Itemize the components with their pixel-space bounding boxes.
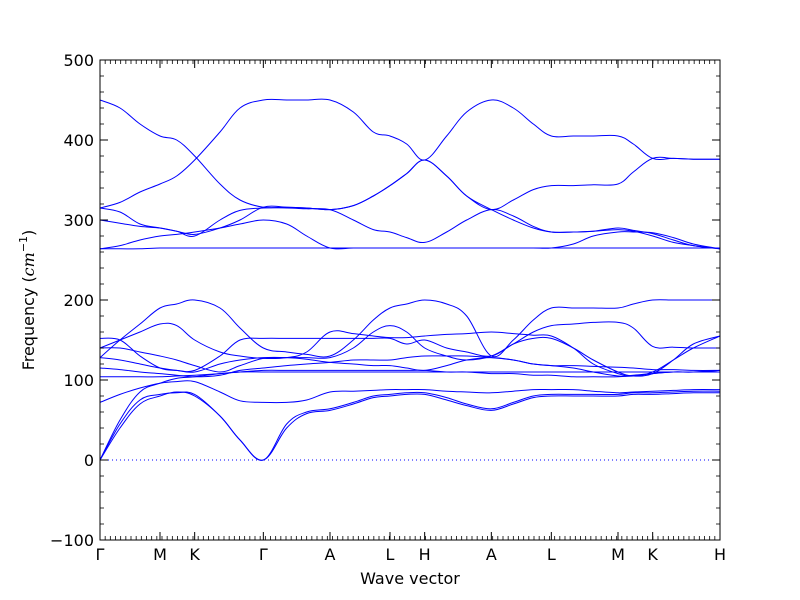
x-tick-label-6: H <box>419 545 431 564</box>
band-line-3 <box>99 380 721 404</box>
x-tick-label-7: A <box>486 545 497 564</box>
band-line-2 <box>99 390 721 461</box>
band-line-10 <box>99 322 721 377</box>
x-tick-label-0: Γ <box>96 545 105 564</box>
y-axis-title: Frequency (cm−1) <box>17 230 38 371</box>
x-tick-label-5: L <box>386 545 395 564</box>
y-tick-label-2: 100 <box>63 371 94 390</box>
plot-frame <box>99 59 721 541</box>
y-axis-title-unit: cm <box>19 252 38 276</box>
phonon-bands <box>99 98 721 461</box>
x-tick-label-3: Γ <box>259 545 268 564</box>
band-line-13 <box>99 219 721 250</box>
band-line-1 <box>99 391 721 461</box>
y-tick-label-4: 300 <box>63 211 94 230</box>
y-tick-label-3: 200 <box>63 291 94 310</box>
x-tick-label-4: A <box>325 545 336 564</box>
x-tick-label-8: L <box>547 545 556 564</box>
x-tick-label-1: M <box>153 545 167 564</box>
x-tick-label-10: K <box>647 545 658 564</box>
band-line-7 <box>99 356 721 373</box>
y-tick-label-6: 500 <box>63 51 94 70</box>
x-axis-title: Wave vector <box>360 569 460 588</box>
y-tick-label-0: −100 <box>50 531 94 550</box>
x-tick-label-9: M <box>611 545 625 564</box>
x-tick-label-11: H <box>714 545 726 564</box>
band-line-6 <box>99 355 721 378</box>
y-tick-label-1: 0 <box>84 451 94 470</box>
y-axis-title-suffix: ) <box>19 230 38 236</box>
band-line-16 <box>99 98 721 209</box>
y-tick-labels: −100 0 100 200 300 400 500 <box>50 51 94 550</box>
band-line-11 <box>99 299 720 358</box>
band-line-17 <box>99 99 721 250</box>
band-line-5 <box>99 369 721 378</box>
band-line-15 <box>99 156 721 235</box>
y-axis-title-exponent: −1 <box>17 236 30 252</box>
y-axis-title-prefix: Frequency ( <box>19 276 38 370</box>
x-tick-label-2: K <box>189 545 200 564</box>
band-line-9 <box>99 335 721 377</box>
band-line-8 <box>99 321 721 373</box>
y-tick-label-5: 400 <box>63 131 94 150</box>
band-line-4 <box>99 371 720 461</box>
band-line-14 <box>99 207 721 250</box>
